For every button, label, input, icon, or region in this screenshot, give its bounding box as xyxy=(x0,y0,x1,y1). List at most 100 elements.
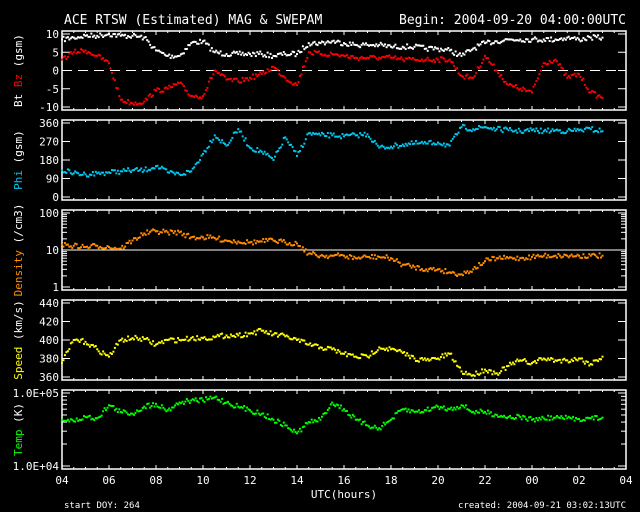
phi-trace-dot xyxy=(439,143,442,146)
temp-trace-dot xyxy=(535,417,538,420)
density-trace-dot xyxy=(197,237,200,240)
density-trace-dot xyxy=(340,254,343,257)
bz-point xyxy=(390,56,392,59)
bt-trace-dot xyxy=(501,40,504,43)
begin-time: Begin: 2004-09-20 04:00:00UTC xyxy=(399,13,626,28)
speed-trace-dot xyxy=(338,350,341,353)
density-trace-dot xyxy=(209,234,212,237)
phi-trace-dot xyxy=(194,163,197,166)
density-point xyxy=(566,254,569,257)
phi-trace-dot xyxy=(316,133,319,136)
speed-trace-dot xyxy=(157,341,160,344)
temp-trace-dot xyxy=(381,424,384,427)
density-trace-dot xyxy=(99,245,102,248)
bz-trace-dot xyxy=(404,57,407,60)
y-tick-label: 180 xyxy=(39,154,59,167)
temp-point xyxy=(61,418,63,421)
temp-trace-dot xyxy=(177,403,180,406)
speed-trace-dot xyxy=(420,356,423,359)
phi-trace-dot xyxy=(181,173,184,176)
bz-trace-dot xyxy=(329,51,332,54)
x-tick-label: 14 xyxy=(290,474,304,487)
bz-trace-dot xyxy=(118,95,121,98)
bt-trace-dot xyxy=(234,51,237,54)
phi-point xyxy=(448,144,451,147)
x-tick-label: 08 xyxy=(149,474,162,487)
phi-trace-dot xyxy=(110,169,113,172)
density-trace-dot xyxy=(106,245,109,248)
bz-trace-dot xyxy=(278,73,281,76)
phi-trace-dot xyxy=(157,167,160,170)
bt-trace-dot xyxy=(429,45,432,48)
bt-trace-dot xyxy=(300,50,303,53)
temp-trace-dot xyxy=(226,400,229,403)
bz-trace-dot xyxy=(132,103,135,106)
density-trace-dot xyxy=(169,229,172,232)
density-point xyxy=(61,243,63,246)
phi-trace-dot xyxy=(357,136,360,139)
bz-trace-dot xyxy=(179,81,182,84)
density-point xyxy=(578,254,580,257)
bt-trace-dot xyxy=(74,37,77,40)
bz-trace-dot xyxy=(482,58,485,61)
temp-trace-dot xyxy=(466,408,469,411)
bz-trace-dot xyxy=(350,55,353,58)
temp-trace-dot xyxy=(100,414,103,417)
bt-trace-dot xyxy=(395,47,398,50)
phi-trace-dot xyxy=(262,152,265,155)
phi-trace-dot xyxy=(422,142,425,145)
bt-trace-dot xyxy=(203,39,206,42)
bz-trace-dot xyxy=(335,53,338,56)
speed-trace-dot xyxy=(243,335,246,338)
bt-trace-dot xyxy=(555,38,558,41)
bz-point xyxy=(119,98,122,101)
phi-trace-dot xyxy=(573,127,576,130)
density-trace-dot xyxy=(69,245,72,248)
density-trace-dot xyxy=(409,264,412,267)
bz-trace-dot xyxy=(135,103,138,106)
temp-trace-dot xyxy=(197,401,200,404)
x-tick-label: 00 xyxy=(525,474,538,487)
bz-trace-dot xyxy=(197,97,200,100)
bt-trace-dot xyxy=(310,43,313,46)
phi-trace-dot xyxy=(106,171,109,174)
bz-point xyxy=(437,58,439,61)
speed-trace-dot xyxy=(517,360,520,363)
speed-trace-dot xyxy=(250,332,253,335)
bt-trace-dot xyxy=(113,33,116,36)
bz-trace-dot xyxy=(171,85,174,88)
speed-trace-dot xyxy=(441,353,444,356)
speed-trace-dot xyxy=(522,358,525,361)
temp-trace-dot xyxy=(130,412,133,415)
temp-trace-dot xyxy=(428,410,431,413)
bz-trace-dot xyxy=(315,51,318,54)
density-trace-dot xyxy=(304,248,307,251)
bt-point xyxy=(472,47,475,50)
temp-trace-dot xyxy=(304,421,307,424)
phi-trace-dot xyxy=(193,166,196,169)
density-trace-dot xyxy=(185,233,188,236)
bz-trace-dot xyxy=(268,70,271,73)
speed-point xyxy=(507,364,510,367)
bt-trace-dot xyxy=(325,41,328,44)
temp-trace-dot xyxy=(138,410,141,413)
phi-trace-dot xyxy=(420,140,423,143)
density-trace-dot xyxy=(555,256,558,259)
speed-trace-dot xyxy=(432,357,435,360)
density-trace-dot xyxy=(428,267,431,270)
bz-point xyxy=(284,76,287,79)
density-trace-dot xyxy=(157,232,160,235)
phi-trace-dot xyxy=(529,127,532,130)
bt-trace-dot xyxy=(279,52,282,55)
speed-trace-dot xyxy=(600,358,603,361)
temp-trace-dot xyxy=(109,404,112,407)
speed-trace-dot xyxy=(103,352,106,355)
speed-trace-dot xyxy=(71,341,74,344)
x-tick-label: 02 xyxy=(572,474,585,487)
temp-trace-dot xyxy=(110,404,113,407)
speed-trace-dot xyxy=(510,363,513,366)
bz-trace-dot xyxy=(419,59,422,62)
temp-trace-dot xyxy=(551,418,554,421)
density-trace-dot xyxy=(459,273,462,276)
bz-trace-dot xyxy=(464,74,467,77)
